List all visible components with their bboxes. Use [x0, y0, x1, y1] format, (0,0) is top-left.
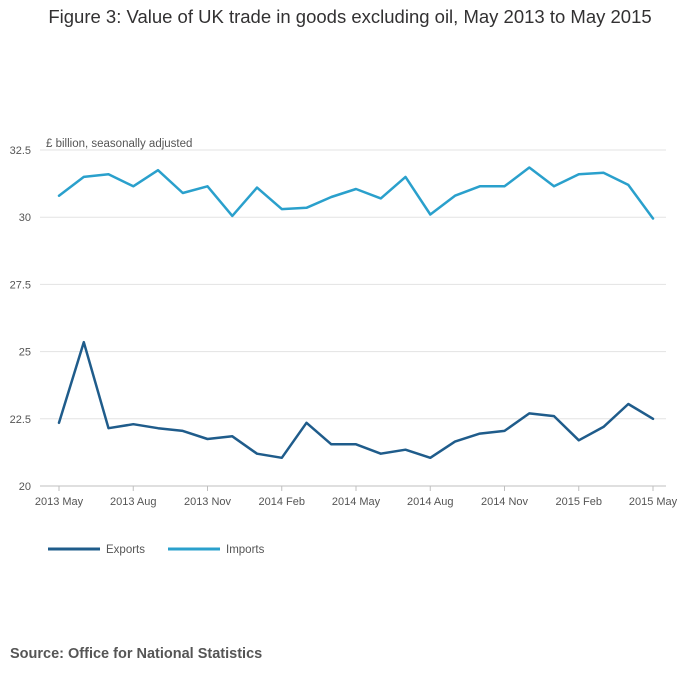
grid-lines [40, 149, 666, 420]
series-lines [57, 166, 655, 460]
source-note: Source: Office for National Statistics [10, 646, 263, 662]
x-tick-label: 2014 May [332, 496, 381, 508]
x-tick-label: 2014 Aug [407, 496, 454, 508]
x-tick-label: 2013 Nov [184, 496, 232, 508]
x-tick-label: 2014 Feb [259, 496, 305, 508]
y-tick-label: 32.5 [10, 145, 31, 157]
legend: Exports Imports [48, 544, 265, 556]
series-line-imports [57, 166, 655, 220]
y-axis-unit-label: £ billion, seasonally adjusted [46, 138, 192, 150]
x-tick-label: 2014 Nov [481, 496, 529, 508]
y-tick-label: 25 [19, 347, 31, 359]
legend-label-imports: Imports [226, 544, 265, 556]
y-tick-label: 22.5 [10, 414, 31, 426]
x-tick-label: 2013 Aug [110, 496, 157, 508]
y-axis-ticks: 20 22.5 25 27.5 30 32.5 [10, 145, 31, 493]
y-tick-label: 27.5 [10, 279, 31, 291]
x-tick-label: 2015 Feb [556, 496, 602, 508]
x-tick-label: 2015 May [629, 496, 678, 508]
chart-title: Figure 3: Value of UK trade in goods exc… [48, 6, 652, 27]
legend-label-exports: Exports [106, 544, 145, 556]
x-axis: 2013 May 2013 Aug 2013 Nov 2014 Feb 2014 May… [35, 485, 678, 508]
y-tick-label: 30 [19, 212, 31, 224]
x-tick-label: 2013 May [35, 496, 84, 508]
line-chart: £ billion, seasonally adjusted 2022.5252… [10, 138, 678, 556]
series-line-exports [57, 340, 655, 460]
y-tick-label: 20 [19, 481, 31, 493]
